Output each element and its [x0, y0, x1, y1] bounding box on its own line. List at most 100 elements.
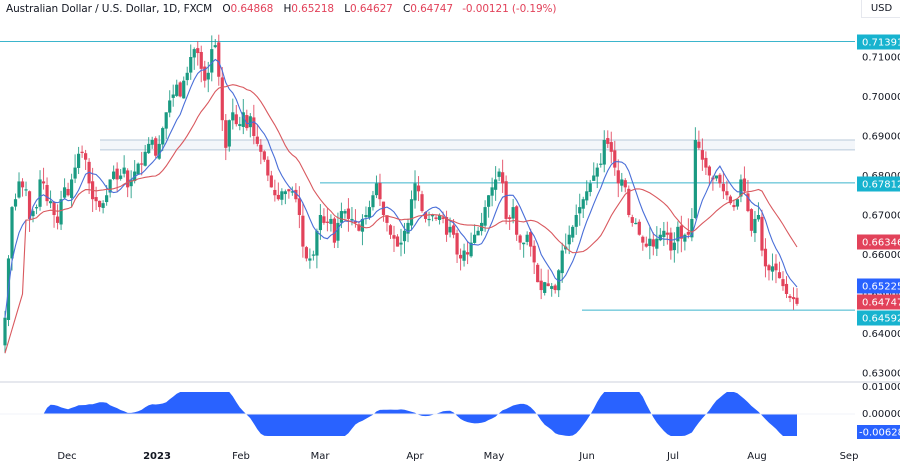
oscillator-axis[interactable]: 0.01000 0.00000 -0.00628 [857, 382, 900, 439]
candle-body [458, 254, 463, 259]
candle-body [620, 179, 624, 186]
candle-body [672, 242, 676, 251]
candle-body [395, 236, 400, 247]
candle-body [444, 217, 449, 235]
price-tick-label: 0.67000 [862, 211, 900, 222]
candle-body [508, 217, 512, 219]
candle-body [742, 178, 747, 192]
candle-body [487, 195, 491, 207]
candle-body [98, 200, 102, 208]
candle-body [245, 115, 249, 129]
candle-body [599, 163, 603, 165]
high-value: 0.65218 [291, 3, 335, 15]
candle-body [483, 207, 487, 226]
candle-body [297, 198, 301, 215]
candle-body [304, 247, 308, 259]
candle-body [788, 296, 792, 298]
candle-body [546, 283, 550, 287]
candle-body [353, 221, 358, 223]
currency-selector-button[interactable]: USD [861, 0, 900, 18]
candle-body [774, 263, 778, 271]
candle-body [518, 235, 522, 243]
candle-body [746, 193, 750, 212]
candle-body [791, 297, 796, 300]
candle-body [101, 203, 105, 208]
candle-body [504, 181, 508, 219]
candle-body [34, 207, 39, 209]
candle-body [494, 179, 498, 190]
candle-body [588, 183, 592, 192]
candle-body [469, 242, 473, 257]
candle-body [550, 286, 554, 289]
price-tag-blue: 0.65225 [857, 278, 900, 294]
candle-body [115, 168, 119, 180]
candle-body [189, 57, 193, 73]
symbol-title: Australian Dollar / U.S. Dollar, 1D, FXC… [6, 3, 213, 15]
price-tag-bg [857, 294, 900, 310]
candle-body [679, 225, 683, 239]
candle-body [700, 150, 704, 160]
candle-body [476, 230, 480, 236]
moving-averages [4, 58, 798, 354]
candle-body [634, 222, 638, 225]
candle-body [248, 116, 252, 128]
candle-body [522, 242, 526, 245]
price-tag-bg [857, 310, 900, 326]
candle-body [501, 172, 505, 184]
candle-body [308, 258, 312, 261]
candle-body [536, 264, 540, 283]
candle-body [511, 207, 515, 219]
candle-body [27, 191, 32, 219]
horizontal-levels[interactable] [0, 41, 855, 311]
close-value: 0.64747 [410, 3, 453, 15]
candle-body [427, 218, 431, 221]
candle-body [795, 297, 799, 304]
candle-body [55, 216, 60, 223]
candle-body [213, 45, 217, 48]
candle-body [543, 282, 547, 293]
candle-body [465, 252, 470, 255]
candle-body [693, 139, 697, 218]
candle-body [262, 151, 266, 160]
candle-body [76, 153, 81, 168]
price-tag-teal: 0.67812 [857, 176, 900, 192]
time-label: Mar [311, 451, 331, 462]
candle-body [378, 182, 382, 200]
time-label: Jul [666, 451, 679, 462]
candle-body [241, 112, 245, 127]
candle-body [707, 166, 711, 176]
candlestick-series [3, 34, 799, 354]
candle-body [392, 235, 396, 239]
candle-body [606, 138, 610, 144]
candle-body [178, 82, 182, 97]
candle-body [644, 243, 648, 247]
candle-body [581, 199, 585, 209]
low-label: L [344, 3, 351, 15]
candle-body [161, 128, 165, 145]
candle-body [749, 209, 754, 231]
candle-body [129, 179, 133, 187]
price-axis[interactable]: 0.710000.700000.690000.680000.670000.660… [857, 34, 900, 380]
candle-body [777, 272, 782, 279]
candle-body [574, 215, 578, 227]
candle-body [322, 216, 326, 223]
candle-body [45, 184, 49, 202]
candle-body [420, 194, 424, 212]
candle-body [739, 179, 743, 197]
candle-body [434, 217, 438, 219]
candle-body [69, 179, 74, 198]
candle-body [311, 254, 315, 256]
candle-body [732, 205, 736, 208]
osc-value-tag: -0.00628 [857, 425, 900, 439]
candle-body [157, 143, 161, 159]
time-label: May [484, 451, 505, 462]
price-tag-label: 0.64592 [862, 314, 900, 325]
candle-body [585, 191, 589, 201]
candle-body [315, 230, 319, 256]
candle-body [182, 80, 186, 99]
candle-body [269, 175, 273, 188]
candle-body [38, 179, 42, 207]
time-axis[interactable]: Dec 2023 Feb Mar Apr May Jun Jul Aug Sep [57, 451, 858, 462]
candle-body [402, 230, 407, 242]
